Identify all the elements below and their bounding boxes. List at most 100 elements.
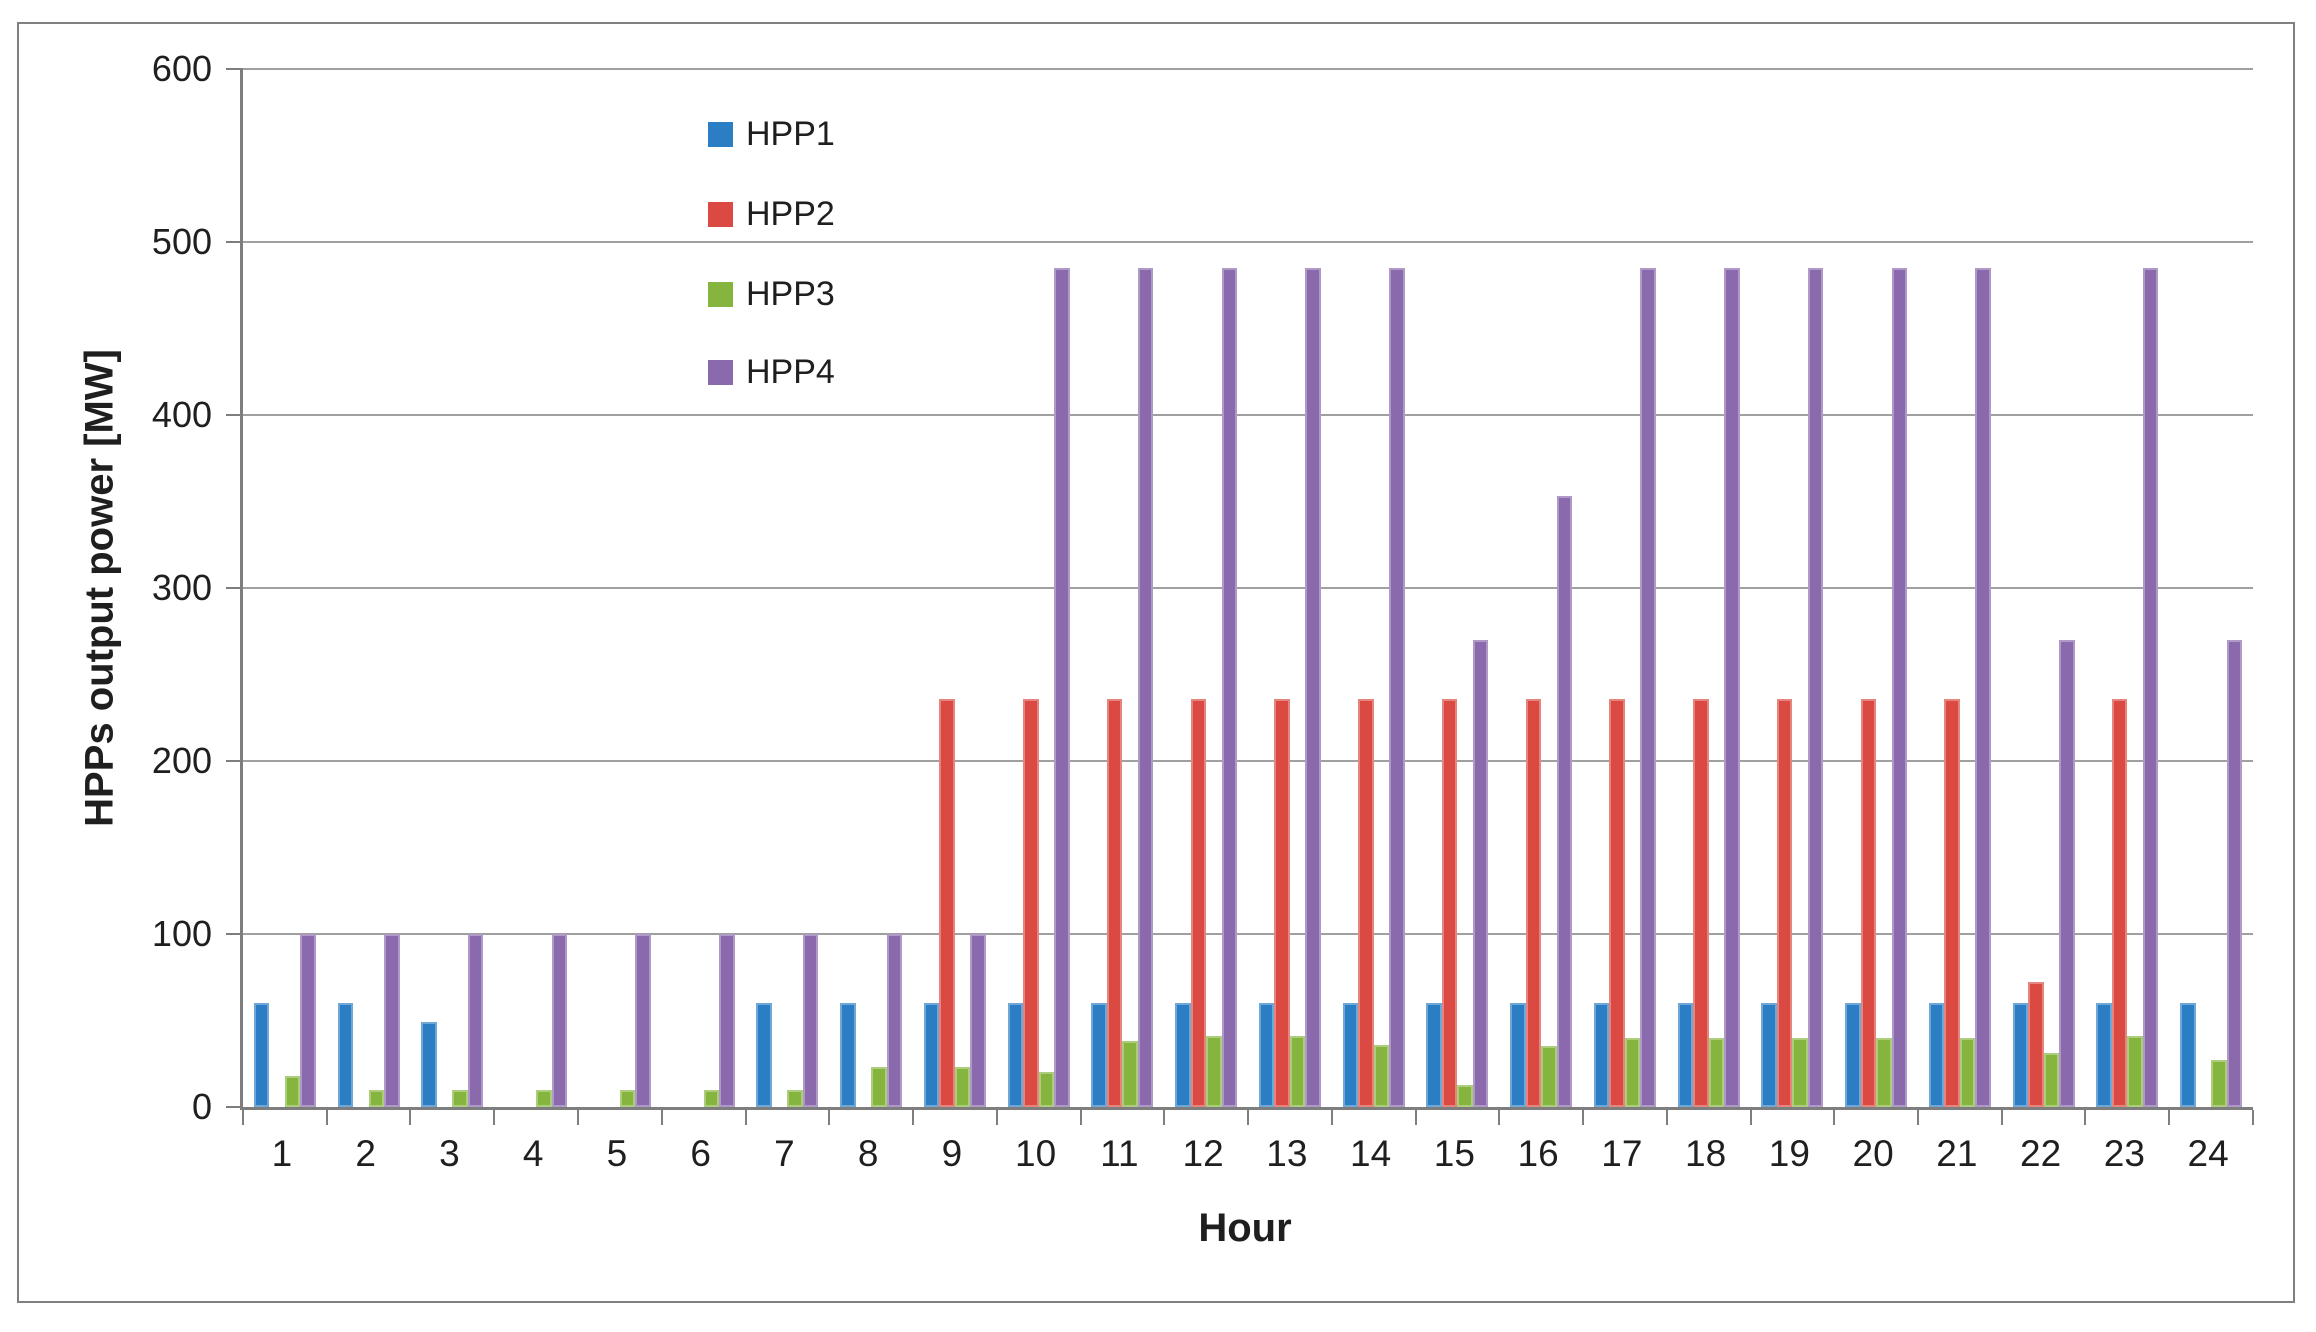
bar-hpp4-hour-20 (1891, 267, 1908, 1107)
bar-hpp2-hour-21 (1944, 698, 1960, 1107)
bar-hpp1-hour-11 (1091, 1003, 1107, 1107)
bar-hpp1-hour-17 (1593, 1003, 1610, 1107)
slot-hpp4-hour-12 (1221, 69, 1238, 1107)
bar-group-hour-16 (1499, 69, 1583, 1107)
slot-hpp3-hour-15 (1457, 69, 1473, 1107)
slot-hpp3-hour-19 (1792, 69, 1808, 1107)
bar-hpp1-hour-10 (1007, 1003, 1024, 1107)
bar-hpp1-hour-15 (1426, 1003, 1442, 1107)
x-tick-6 (744, 1110, 747, 1125)
bar-slots-hour-14 (1342, 69, 1405, 1107)
slot-hpp4-hour-23 (2142, 69, 2159, 1107)
x-tick-label-11: 11 (1100, 1133, 1139, 1174)
bar-slots-hour-8 (840, 69, 903, 1107)
x-tick-label-14: 14 (1350, 1133, 1392, 1174)
y-tick-100 (226, 933, 243, 935)
bar-hpp3-hour-19 (1792, 1037, 1808, 1107)
bar-hpp4-hour-16 (1556, 496, 1573, 1107)
slot-hpp3-hour-18 (1708, 69, 1725, 1107)
x-tick-label-1: 1 (271, 1133, 293, 1174)
slot-hpp2-hour-13 (1274, 69, 1290, 1107)
bar-hpp4-hour-21 (1975, 267, 1991, 1107)
bar-hpp3-hour-12 (1206, 1036, 1222, 1107)
bar-group-hour-22 (2002, 69, 2086, 1107)
plot-area (226, 68, 2254, 1125)
x-tick-13 (1330, 1110, 1333, 1125)
slot-hpp3-hour-7 (787, 69, 803, 1107)
bar-hpp4-hour-5 (635, 934, 651, 1107)
slot-hpp3-hour-2 (368, 69, 385, 1107)
bar-hpp1-hour-8 (840, 1003, 856, 1107)
bar-hpp3-hour-10 (1038, 1072, 1055, 1107)
x-tick-0 (242, 1110, 244, 1125)
slot-hpp2-hour-21 (1944, 69, 1960, 1107)
slot-hpp1-hour-6 (673, 69, 689, 1107)
x-tick-5 (660, 1110, 663, 1125)
slot-hpp2-hour-22 (2028, 69, 2044, 1107)
bar-hpp1-hour-13 (1258, 1003, 1275, 1107)
slot-hpp3-hour-17 (1624, 69, 1641, 1107)
slot-hpp1-hour-7 (756, 69, 772, 1107)
slot-hpp3-hour-4 (536, 69, 552, 1107)
bar-group-hour-10 (997, 69, 1081, 1107)
bar-group-hour-9 (913, 69, 997, 1107)
bar-slots-hour-19 (1761, 69, 1824, 1107)
y-tick-200 (226, 760, 243, 762)
bar-hpp1-hour-18 (1677, 1003, 1694, 1107)
x-tick-label-8: 8 (857, 1133, 879, 1174)
bar-hpp3-hour-20 (1876, 1037, 1892, 1107)
slot-hpp4-hour-2 (384, 69, 400, 1107)
slot-hpp3-hour-22 (2043, 69, 2060, 1107)
y-tick-500 (226, 241, 243, 243)
x-tick-label-12: 12 (1182, 1133, 1224, 1174)
slot-hpp1-hour-15 (1426, 69, 1442, 1107)
bar-slots-hour-9 (923, 69, 986, 1107)
bar-hpp4-hour-7 (802, 934, 819, 1107)
bar-group-hour-2 (327, 69, 411, 1107)
y-tick-0 (226, 1106, 243, 1108)
bar-hpp2-hour-20 (1860, 698, 1877, 1107)
slot-hpp1-hour-22 (2012, 69, 2029, 1107)
slot-hpp1-hour-5 (589, 69, 605, 1107)
bar-group-hour-5 (578, 69, 662, 1107)
legend-swatch-hpp1 (708, 121, 733, 147)
slot-hpp2-hour-4 (521, 69, 537, 1107)
legend-item-hpp1: HPP1 (708, 115, 835, 153)
bar-hpp1-hour-20 (1845, 1003, 1861, 1107)
bar-hpp2-hour-9 (939, 698, 955, 1107)
slot-hpp1-hour-14 (1342, 69, 1359, 1107)
bar-group-hour-7 (746, 69, 830, 1107)
x-tick-18 (1749, 1110, 1752, 1125)
bar-hpp3-hour-1 (284, 1075, 301, 1107)
x-tick-20 (1917, 1110, 1919, 1125)
slot-hpp4-hour-22 (2059, 69, 2075, 1107)
slot-hpp1-hour-8 (840, 69, 856, 1107)
x-tick-label-21: 21 (1936, 1133, 1978, 1174)
y-tick-label-400: 400 (151, 394, 212, 435)
slot-hpp3-hour-21 (1959, 69, 1976, 1107)
bar-hpp3-hour-7 (787, 1089, 803, 1107)
bar-slots-hour-2 (337, 69, 400, 1107)
x-tick-2 (409, 1110, 412, 1125)
bar-hpp3-hour-16 (1541, 1046, 1557, 1107)
bar-hpp2-hour-19 (1776, 698, 1793, 1107)
slot-hpp1-hour-11 (1091, 69, 1107, 1107)
slot-hpp4-hour-13 (1305, 69, 1321, 1107)
slot-hpp2-hour-16 (1525, 69, 1542, 1107)
slot-hpp1-hour-4 (505, 69, 521, 1107)
slot-hpp2-hour-1 (269, 69, 285, 1107)
bar-hpp2-hour-22 (2028, 982, 2044, 1107)
x-tick-label-18: 18 (1685, 1133, 1727, 1174)
bar-hpp2-hour-17 (1609, 698, 1625, 1107)
bar-hpp4-hour-13 (1305, 267, 1321, 1107)
slot-hpp3-hour-8 (871, 69, 887, 1107)
x-tick-label-6: 6 (690, 1133, 711, 1174)
bar-slots-hour-21 (1928, 69, 1991, 1107)
bar-group-hour-14 (1332, 69, 1416, 1107)
bar-group-hour-18 (1667, 69, 1751, 1107)
slot-hpp4-hour-4 (551, 69, 568, 1107)
gridline-300 (243, 587, 2253, 589)
x-tick-label-16: 16 (1517, 1133, 1559, 1174)
x-tick-22 (2084, 1110, 2087, 1125)
bar-hpp1-hour-21 (1928, 1003, 1945, 1107)
